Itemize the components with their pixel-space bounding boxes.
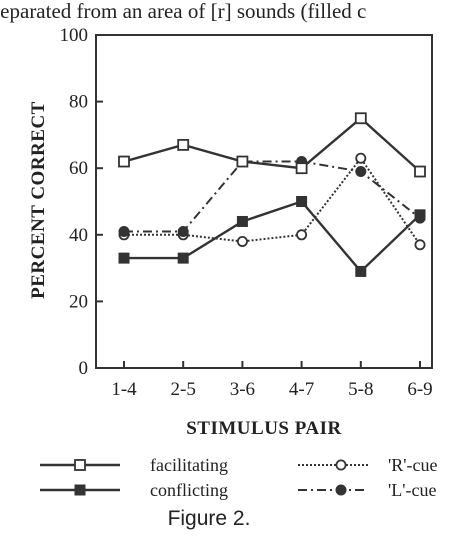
y-axis-ticks: 0 20 40 60 80 100 (60, 25, 103, 379)
data-point (355, 152, 367, 164)
plot-frame (95, 34, 433, 369)
data-point (177, 225, 189, 237)
series-1 (118, 196, 426, 277)
legend-entry: 'R'-cue (298, 455, 437, 475)
data-point (118, 225, 130, 237)
y-tick-label: 20 (69, 291, 88, 312)
series-line (124, 160, 421, 233)
series-0 (118, 112, 426, 178)
data-point (414, 165, 426, 178)
legend-marker (335, 484, 347, 496)
legend-label: 'L'-cue (388, 480, 436, 500)
legend-entry: facilitating (40, 455, 228, 475)
top-partial-text: separated from an area of [r] sounds (fi… (0, 0, 366, 23)
figure-caption: Figure 2. (168, 507, 251, 530)
series-line (124, 156, 421, 246)
legend-entry: 'L'-cue (298, 480, 436, 500)
data-point (295, 162, 308, 175)
y-tick-label: 80 (69, 92, 88, 113)
legend-marker (74, 459, 86, 471)
data-point (296, 229, 308, 241)
x-axis-ticks: 1-4 2-5 3-6 4-7 5-8 6-9 (111, 361, 433, 400)
data-point (355, 166, 367, 178)
y-tick-label: 60 (69, 158, 88, 179)
y-tick-label: 100 (60, 25, 89, 46)
data-point (118, 252, 130, 264)
x-tick-label: 4-7 (289, 379, 314, 400)
data-point (354, 112, 367, 125)
legend-label: conflicting (150, 480, 228, 500)
x-tick-label: 6-9 (407, 379, 432, 400)
y-tick-label: 0 (79, 358, 89, 379)
legend-entry: conflicting (40, 480, 228, 500)
legend-label: 'R'-cue (388, 455, 437, 475)
data-point (236, 235, 248, 247)
data-point (414, 209, 426, 221)
data-point (355, 265, 367, 277)
y-tick-label: 40 (69, 225, 88, 246)
x-tick-label: 3-6 (230, 379, 255, 400)
legend: facilitating conflicting 'R'-cue 'L'-cue (40, 455, 437, 500)
data-point (236, 215, 248, 227)
series-line (124, 200, 421, 274)
x-tick-label: 5-8 (348, 379, 373, 400)
data-point (177, 252, 189, 264)
series-2 (118, 152, 426, 251)
data-point (296, 196, 308, 207)
legend-marker (335, 459, 347, 471)
x-tick-label: 2-5 (171, 379, 196, 400)
x-tick-label: 1-4 (111, 379, 137, 400)
data-point (118, 155, 130, 168)
data-point (414, 239, 426, 251)
data-point (236, 155, 249, 168)
series-layer (118, 112, 426, 277)
series-3 (118, 156, 426, 237)
legend-marker (74, 484, 86, 496)
x-axis-label: STIMULUS PAIR (186, 418, 342, 439)
y-axis-label: PERCENT CORRECT (28, 101, 49, 299)
series-line (123, 116, 421, 173)
data-point (177, 138, 190, 151)
axes (95, 34, 433, 369)
legend-label: facilitating (150, 455, 228, 475)
